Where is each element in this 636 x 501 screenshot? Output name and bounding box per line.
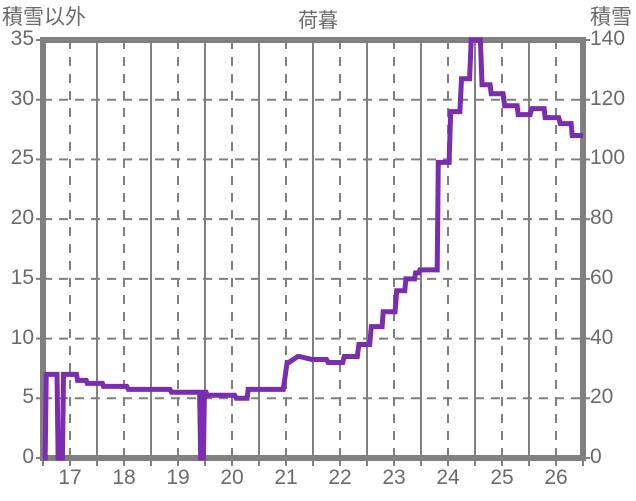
right-axis-tick-label: 120 [590, 86, 626, 110]
right-axis-tick-label: 140 [590, 27, 626, 50]
right-axis-tick-label: 100 [590, 146, 626, 170]
left-axis-tick-label: 30 [10, 86, 34, 110]
x-axis-tick-label: 22 [328, 466, 352, 489]
data-series-layer [42, 37, 583, 461]
x-axis-tick-label: 21 [274, 466, 298, 489]
right-axis-tick-label: 40 [590, 325, 614, 349]
left-axis-tick-label: 25 [10, 146, 34, 170]
x-axis-tick-label: 26 [544, 466, 568, 489]
x-axis-tick-label: 24 [436, 466, 460, 489]
axis-tick-marks [36, 39, 590, 466]
left-axis-tick-label: 5 [22, 385, 34, 409]
left-axis-tick-label: 15 [10, 265, 34, 289]
series-line [42, 37, 583, 461]
right-axis-tick-label: 20 [590, 385, 614, 409]
grid-layer [43, 40, 583, 458]
chart-title: 荷暮 [298, 10, 338, 32]
x-axis-tick-label: 19 [166, 466, 190, 489]
x-axis-tick-label: 18 [112, 466, 136, 489]
left-axis-tick-label: 10 [10, 325, 34, 349]
x-axis-tick-label: 20 [220, 466, 244, 489]
x-axis-tick-label: 25 [490, 466, 514, 489]
right-axis-title: 積雪 [590, 6, 632, 29]
right-axis-tick-label: 80 [590, 206, 614, 230]
left-axis-tick-label: 0 [22, 445, 34, 468]
right-axis-tick-label: 0 [590, 445, 602, 468]
x-axis-tick-label: 23 [382, 466, 406, 489]
left-axis-title: 積雪以外 [2, 6, 86, 29]
plot-border [40, 37, 586, 461]
right-axis-tick-label: 60 [590, 265, 614, 289]
left-axis-tick-label: 35 [10, 27, 34, 50]
x-axis-tick-label: 17 [58, 466, 82, 489]
left-axis-tick-label: 20 [10, 206, 34, 230]
